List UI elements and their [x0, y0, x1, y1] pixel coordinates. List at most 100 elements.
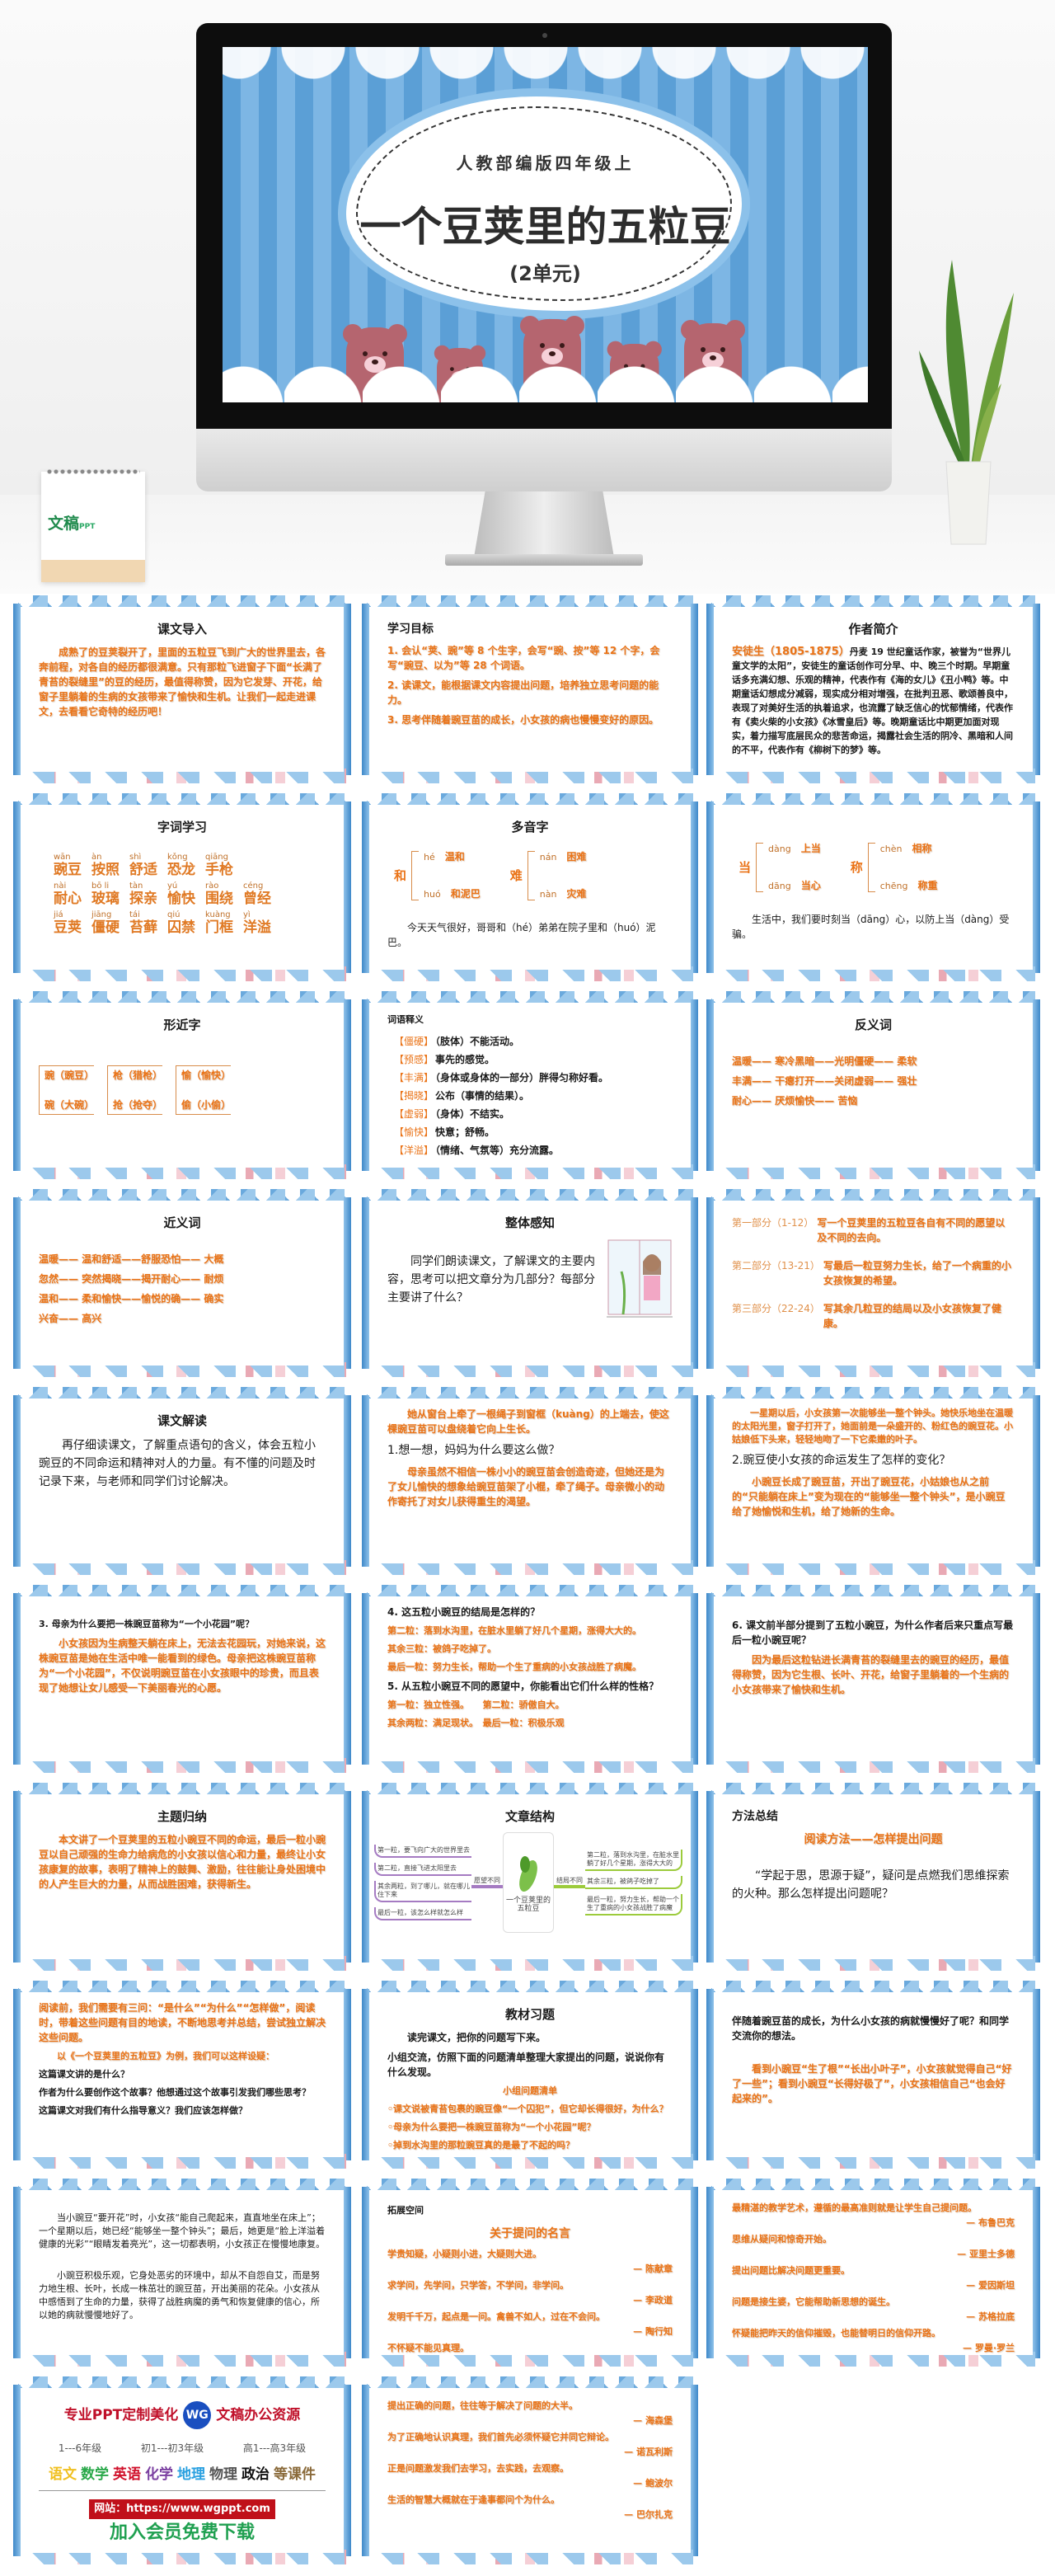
- word-item: kuàng 门框: [205, 910, 233, 936]
- frame-left-bar: [13, 999, 21, 1171]
- slide-card[interactable]: 文章结构 第一粒，要飞向广大的世界里去 第二粒，直接飞进太阳里去 其余两粒，到了哪儿，…: [362, 1783, 698, 1971]
- readings: dàng 上当 dāng 当心: [768, 841, 821, 894]
- glossary-definition: （身体）不结实。: [435, 1108, 510, 1120]
- glossary-definition: （身体或身体的一部分）胖得匀称好看。: [435, 1072, 609, 1084]
- website-link[interactable]: 网站：https://www.wgppt.com: [89, 2499, 275, 2519]
- slide-card[interactable]: 作者简介 安徒生（1805-1875）丹麦 19 世纪童话作家，被誉为“世界儿童文…: [706, 595, 1040, 783]
- frame-right-bar: [1033, 801, 1040, 973]
- slide-card[interactable]: 多音字和 hé 温和 huó 和泥巴 难 nán 困难 nàn 灾难 今天天气很好，哥哥和（hé）弟…: [362, 793, 698, 981]
- word-item: yì 洋溢: [243, 910, 271, 936]
- frame-bottom-decoration: [367, 769, 693, 783]
- polyphone-group: 和 hé 温和 huó 和泥巴: [394, 849, 481, 902]
- frame-top-decoration: [367, 2179, 693, 2193]
- frame-top-decoration: [18, 793, 346, 808]
- slide-card[interactable]: 课文导入 成熟了的豆荚裂开了，里面的五粒豆飞到广大的世界里去，各奔前程，对各自的经…: [13, 595, 351, 783]
- word-item: kǒng 恐龙: [167, 853, 195, 878]
- frame-right-bar: [1033, 1989, 1040, 2160]
- paragraph: 耐心—— 厌烦愉快—— 苦恼: [732, 1095, 858, 1107]
- slide-card[interactable]: 4. 这五粒小豌豆的结局是怎样的？ 第二粒：落到水沟里，在脏水里躺了好几个星期，涨…: [362, 1585, 698, 1773]
- paragraph: 温暖—— 温和舒适——舒服恐怕—— 大概: [39, 1253, 224, 1265]
- frame-top-decoration: [367, 1783, 693, 1798]
- slide-card[interactable]: 方法总结 阅读方法——怎样提出问题 “学起于思，思源于疑”，疑问是点燃我们思维探索的…: [706, 1783, 1040, 1971]
- paragraph: 当小豌豆“要开花”时，小女孩“能自己爬起来，直直地坐在床上”；一个星期以后，她已…: [39, 2212, 326, 2249]
- slide-card[interactable]: 学习目标 1. 会认“荚、豌”等 8 个生字，会写“豌、按”等 12 个字，会写“…: [362, 595, 698, 783]
- slide-card[interactable]: 专业PPT定制美化 WG 文稿办公资源 1---6年级 初1---初3年级 高1---高3…: [13, 2376, 351, 2564]
- subject-item: 数学: [81, 2466, 109, 2483]
- slide-card[interactable]: 拓展空间 关于提问的名言 学贵知疑，小疑则小进，大疑则大进。 — 陈献章 求学问，先学问…: [362, 2179, 698, 2367]
- slide-card[interactable]: 课文解读 再仔细读课文，了解重点语句的含义，体会五粒小豌豆的不同命运和精神对人的力…: [13, 1387, 351, 1575]
- paragraph: 小豌豆长成了豌豆苗，开出了豌豆花，小姑娘也从之前的“只能躺在床上”变为现在的“能…: [732, 1476, 1006, 1517]
- slide-card[interactable]: 伴随着豌豆苗的成长，为什么小女孩的病就慢慢好了呢？和同学交流你的想法。 看到小豌豆…: [706, 1981, 1040, 2169]
- subject-item: 物理: [209, 2466, 237, 2483]
- paragraph: 兴奋—— 高兴: [39, 1313, 102, 1324]
- glossary-term: 【虚弱】: [394, 1108, 434, 1120]
- slide-card[interactable]: 近义词 温暖—— 温和舒适——舒服恐怕—— 大概 忽然—— 突然揭晓——揭开耐心——…: [13, 1189, 351, 1377]
- monitor-stand: [474, 491, 614, 557]
- slide-card[interactable]: 一星期以后，小女孩第一次能够坐一整个钟头。她快乐地坐在温暖的太阳光里，窗子打开了…: [706, 1387, 1040, 1575]
- part-label: 第三部分（22-24）: [732, 1303, 820, 1314]
- word: 苔藓: [129, 919, 157, 936]
- slide-card[interactable]: 提出正确的问题，往往等于解决了问题的大半。 — 海森堡 为了正确地认识真理，我们首先…: [362, 2376, 698, 2564]
- slide-content: 伴随着豌豆苗的成长，为什么小女孩的病就慢慢好了呢？和同学交流你的想法。 看到小豌豆…: [714, 1992, 1033, 2157]
- quote-author: — 爱因斯坦: [966, 2280, 1015, 2291]
- slide-content: 专业PPT定制美化 WG 文稿办公资源 1---6年级 初1---初3年级 高1---高3…: [21, 2388, 344, 2553]
- slide-card[interactable]: 词语释义 【僵硬】 （肢体）不能活动。 【预感】 事先的感觉。 【丰满】 （身体或身体的一部…: [362, 991, 698, 1179]
- paragraph: 本文讲了一个豆荚里的五粒小豌豆不同的命运，最后一粒小豌豆以自己顽强的生命力给病危…: [39, 1834, 326, 1890]
- glossary-item: 【揭晓】 公布（事情的结果）。: [394, 1088, 673, 1103]
- frame-bottom-decoration: [367, 2154, 693, 2169]
- slide-card[interactable]: 当 dàng 上当 dāng 当心 称 chèn 相称 chēng 称重 生活中，我们要时刻当（dā…: [706, 793, 1040, 981]
- frame-left-bar: [13, 801, 21, 973]
- slide-card[interactable]: 反义词 温暖—— 寒冷黑暗——光明僵硬—— 柔软 丰满—— 干瘪打开——关闭虚弱——…: [706, 991, 1040, 1179]
- subject-list: 语文 数学 英语 化学 地理 物理 政治 等课件: [39, 2467, 326, 2491]
- slide-content: 她从窗台上牵了一根绳子到窗框（kuàng）的上端去，使这棵豌豆苗可以盘绕着它向上…: [369, 1398, 691, 1563]
- slide-card[interactable]: 教材习题 读完课文，把你的问题写下来。 小组交流，仿照下面的问题清单整理大家提出的问…: [362, 1981, 698, 2169]
- pinyin: bō li: [91, 881, 110, 891]
- slide-card[interactable]: 第一部分（1-12） 写一个豆荚里的五粒豆各自有不同的愿望以及不同的去向。 第二部分…: [706, 1189, 1040, 1377]
- pinyin: nài: [54, 881, 67, 891]
- paragraph: 1.想一想，妈妈为什么要这么做？: [387, 1444, 560, 1457]
- word-item: jiāng 僵硬: [91, 910, 120, 936]
- paragraph: 3. 母亲为什么要把一株豌豆苗称为“一个小花园”呢？: [39, 1619, 255, 1629]
- mindmap-node: 第二粒，直接飞进太阳里去: [374, 1863, 471, 1876]
- bracket: [867, 843, 875, 892]
- mindmap-label: 结局不同: [554, 1877, 585, 1888]
- slide-card[interactable]: 3. 母亲为什么要把一株豌豆苗称为“一个小花园”呢？ 小女孩因为生病整天躺在床上，…: [13, 1585, 351, 1773]
- frame-left-bar: [362, 1593, 369, 1765]
- frame-left-bar: [706, 604, 714, 775]
- slide-card[interactable]: 主题归纳 本文讲了一个豆荚里的五粒小豌豆不同的命运，最后一粒小豌豆以自己顽强的生命…: [13, 1783, 351, 1971]
- camera-icon: [542, 33, 547, 38]
- slide-card[interactable]: 形近字 豌（豌豆） 碗（大碗） 枪（猎枪） 抢（抢夺） 愉（愉快） 偷（小偷）: [13, 991, 351, 1179]
- spacer: [732, 2048, 1015, 2061]
- pinyin-row: nài 耐心 bō li 玻璃 tàn 探亲 yú 愉快 rào 围绕 céng 曾经: [39, 881, 326, 907]
- slide-content: 拓展空间 关于提问的名言 学贵知疑，小疑则小进，大疑则大进。 — 陈献章 求学问，先学问…: [369, 2190, 691, 2355]
- glossary-definition: 事先的感觉。: [435, 1054, 495, 1065]
- frame-left-bar: [362, 999, 369, 1171]
- quote-author: — 诺瓦利斯: [624, 2447, 673, 2457]
- frame-right-bar: [691, 604, 698, 775]
- paragraph: 小组问题清单: [503, 2085, 557, 2096]
- quote-text: 怀疑能把昨天的信仰摧毁，也能替明日的信仰开路。: [732, 2328, 940, 2339]
- promo-banner: 专业PPT定制美化 WG 文稿办公资源 1---6年级 初1---初3年级 高1---高3…: [39, 2401, 326, 2543]
- slide-card[interactable]: 6. 课文前半部分提到了五粒小豌豆，为什么作者后来只重点写最后一粒小豌豆呢？ 因为…: [706, 1585, 1040, 1773]
- slide-card[interactable]: 她从窗台上牵了一根绳子到窗框（kuàng）的上端去，使这棵豌豆苗可以盘绕着它向上…: [362, 1387, 698, 1575]
- slide-card[interactable]: 阅读前，我们需要有三问：“是什么”“为什么”“怎样做”，阅读时，带着这些问题有目…: [13, 1981, 351, 2169]
- slide-card[interactable]: 整体感知 同学们朗读课文，了解课文的主要内容，思考可以把文章分为几部分？每部分主要…: [362, 1189, 698, 1377]
- slide-card[interactable]: 最精湛的教学艺术，遵循的最高准则就是让学生自己提问题。 — 布鲁巴克 思维从疑问和惊…: [706, 2179, 1040, 2367]
- frame-bottom-decoration: [367, 1560, 693, 1575]
- frame-right-bar: [691, 1791, 698, 1963]
- paragraph: 阅读前，我们需要有三问：“是什么”“为什么”“怎样做”，阅读时，带着这些问题有目…: [39, 2002, 326, 2043]
- join-member-cta[interactable]: 加入会员免费下载: [109, 2522, 255, 2543]
- paragraph: 2.豌豆使小女孩的命运发生了怎样的变化？: [732, 1454, 951, 1467]
- promo-left-text: 专业PPT定制美化: [63, 2407, 179, 2423]
- similar-char: 愉（愉快）: [181, 1069, 232, 1081]
- pinyin: yú: [167, 881, 178, 891]
- glossary-term: 【愉快】: [394, 1126, 434, 1138]
- polyphone-char: 和: [394, 868, 407, 883]
- slide-card[interactable]: 字词学习 wān 豌豆 àn 按照 shì 舒适 kǒng 恐龙 qiāng 手枪 nài 耐心 bō l…: [13, 793, 351, 981]
- frame-bottom-decoration: [711, 769, 1035, 783]
- pinyin: dāng: [768, 881, 791, 891]
- paragraph: 6. 课文前半部分提到了五粒小豌豆，为什么作者后来只重点写最后一粒小豌豆呢？: [732, 1619, 1014, 1646]
- slide-card[interactable]: 当小豌豆“要开花”时，小女孩“能自己爬起来，直直地坐在床上”；一个星期以后，她已…: [13, 2179, 351, 2367]
- paragraph: 5. 从五粒小豌豆不同的愿望中，你能看出它们什么样的性格？: [387, 1681, 659, 1692]
- quote-author: — 李政道: [633, 2295, 673, 2306]
